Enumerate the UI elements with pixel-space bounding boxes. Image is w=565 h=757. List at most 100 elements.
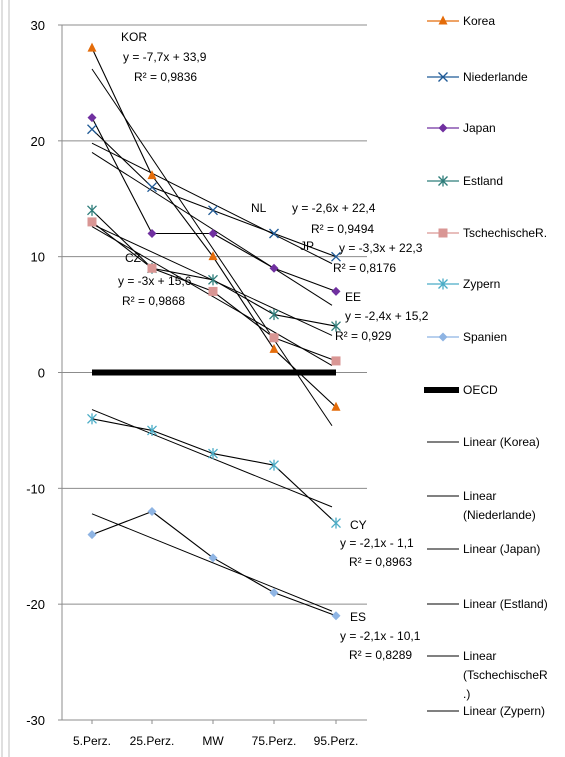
legend-marker-japan bbox=[438, 123, 448, 133]
point-tschechischer bbox=[208, 286, 218, 296]
legend-label-linear: Linear bbox=[463, 649, 496, 663]
legend-label-niederlande: Niederlande bbox=[463, 70, 528, 84]
legend-marker-korea bbox=[438, 15, 448, 25]
trend-annotation: R² = 0,929 bbox=[335, 329, 392, 343]
trendline-japan bbox=[91, 151, 333, 306]
legend-label-korea: Korea bbox=[463, 14, 495, 28]
annotations: KOR y = -7,7x + 33,9 R² = 0,9836 NL y = -2,6… bbox=[118, 30, 429, 662]
x-tick-label: 25.Perz. bbox=[130, 734, 175, 748]
point-spanien bbox=[87, 530, 97, 540]
x-tick-label: MW bbox=[202, 734, 224, 748]
trend-annotation: R² = 0,9494 bbox=[311, 222, 374, 236]
point-spanien bbox=[331, 611, 341, 621]
legend: Korea Niederlande Japan Estland Tschechische… bbox=[424, 14, 548, 718]
series-line-estland bbox=[91, 209, 337, 327]
series-line-zypern bbox=[91, 418, 337, 524]
trend-annotation: R² = 0,8289 bbox=[349, 648, 412, 662]
series-line-niederlande bbox=[91, 128, 337, 258]
x-tick-label: 95.Perz. bbox=[314, 734, 359, 748]
point-tschechischer bbox=[87, 217, 97, 227]
trend-annotation: R² = 0,8176 bbox=[333, 261, 396, 275]
point-niederlande bbox=[331, 251, 341, 262]
trendline-niederlande bbox=[91, 142, 333, 265]
legend-label-zypern: Zypern bbox=[463, 277, 500, 291]
legend-label-linear: (TschechischeR bbox=[463, 668, 548, 682]
legend-label-oecd: OECD bbox=[463, 383, 498, 397]
point-korea bbox=[331, 401, 341, 411]
point-estland bbox=[87, 204, 97, 216]
legend-marker-tschechischer bbox=[438, 228, 448, 238]
legend-label-linear: Linear (Japan) bbox=[463, 542, 540, 556]
point-estland bbox=[269, 309, 279, 321]
legend-label-linear: Linear bbox=[463, 489, 496, 503]
point-japan bbox=[269, 263, 279, 273]
point-zypern bbox=[208, 448, 218, 460]
point-niederlande bbox=[208, 205, 218, 216]
x-tick-label: 75.Perz. bbox=[252, 734, 297, 748]
point-japan bbox=[147, 229, 157, 238]
legend-label-japan: Japan bbox=[463, 121, 496, 135]
point-niederlande bbox=[87, 124, 97, 135]
trend-annotation: R² = 0,8963 bbox=[349, 555, 412, 569]
point-tschechischer bbox=[331, 356, 341, 366]
y-tick-label: -20 bbox=[26, 597, 45, 612]
legend-label-spanien: Spanien bbox=[463, 330, 507, 344]
series-lines bbox=[91, 47, 337, 617]
point-korea bbox=[87, 42, 97, 52]
trend-annotation: EE bbox=[345, 290, 361, 304]
legend-label-estland: Estland bbox=[463, 174, 503, 188]
y-tick-label: 0 bbox=[38, 366, 45, 381]
point-spanien bbox=[147, 507, 157, 516]
trend-annotation: CZ bbox=[125, 251, 141, 265]
point-zypern bbox=[87, 413, 97, 425]
legend-label-linear: (Niederlande) bbox=[463, 508, 536, 522]
grid-lines bbox=[62, 24, 367, 605]
point-korea bbox=[147, 170, 157, 180]
trend-annotation: R² = 0,9868 bbox=[122, 294, 185, 308]
y-tick-label: -30 bbox=[26, 713, 45, 728]
point-zypern bbox=[147, 424, 157, 436]
trend-annotation: R² = 0,9836 bbox=[134, 70, 197, 84]
point-estland bbox=[331, 320, 341, 332]
x-tick-label: 5.Perz. bbox=[73, 734, 111, 748]
y-tick-label: 20 bbox=[31, 134, 45, 149]
trend-annotation: ES bbox=[350, 610, 366, 624]
series-markers bbox=[87, 42, 341, 621]
y-tick-label: -10 bbox=[26, 481, 45, 496]
point-niederlande bbox=[269, 228, 279, 239]
trend-annotation: y = -3x + 15,6 bbox=[118, 274, 192, 288]
trend-annotation: y = -2,6x + 22,4 bbox=[292, 201, 376, 215]
axes: -30 -20 -10 0 10 20 30 5.Perz. 25.Perz. MW 75.Perz… bbox=[26, 18, 367, 748]
trend-annotation: KOR bbox=[121, 30, 147, 44]
trend-annotation: y = -3,3x + 22,3 bbox=[339, 241, 423, 255]
point-zypern bbox=[269, 459, 279, 471]
trendline-spanien bbox=[91, 513, 333, 612]
series-line-korea bbox=[91, 47, 337, 408]
y-tick-label: 10 bbox=[31, 250, 45, 265]
legend-label-linear: Linear (Estland) bbox=[463, 597, 548, 611]
point-tschechischer bbox=[147, 263, 157, 273]
y-tick-label: 30 bbox=[31, 18, 45, 33]
legend-label-linear: Linear (Zypern) bbox=[463, 704, 545, 718]
trendline-tschechischer bbox=[91, 226, 333, 366]
point-korea bbox=[269, 343, 279, 353]
trendline-zypern bbox=[91, 409, 333, 508]
legend-marker-spanien bbox=[438, 332, 448, 342]
point-niederlande bbox=[147, 182, 157, 193]
trend-annotation: y = -2,1x - 1,1 bbox=[340, 536, 414, 550]
point-zypern bbox=[331, 517, 341, 529]
point-korea bbox=[208, 251, 218, 261]
point-japan bbox=[208, 229, 218, 238]
trend-annotation: JP bbox=[300, 239, 314, 253]
legend-label-linear: Linear (Korea) bbox=[463, 435, 540, 449]
point-spanien bbox=[269, 588, 279, 598]
trend-annotation: y = -7,7x + 33,9 bbox=[123, 50, 207, 64]
point-spanien bbox=[208, 553, 218, 563]
trendlines bbox=[91, 68, 333, 612]
point-tschechischer bbox=[269, 333, 279, 343]
trend-annotation: CY bbox=[350, 518, 367, 532]
trend-annotation: NL bbox=[251, 201, 267, 215]
point-japan bbox=[87, 113, 97, 123]
legend-marker-zypern bbox=[438, 278, 448, 290]
